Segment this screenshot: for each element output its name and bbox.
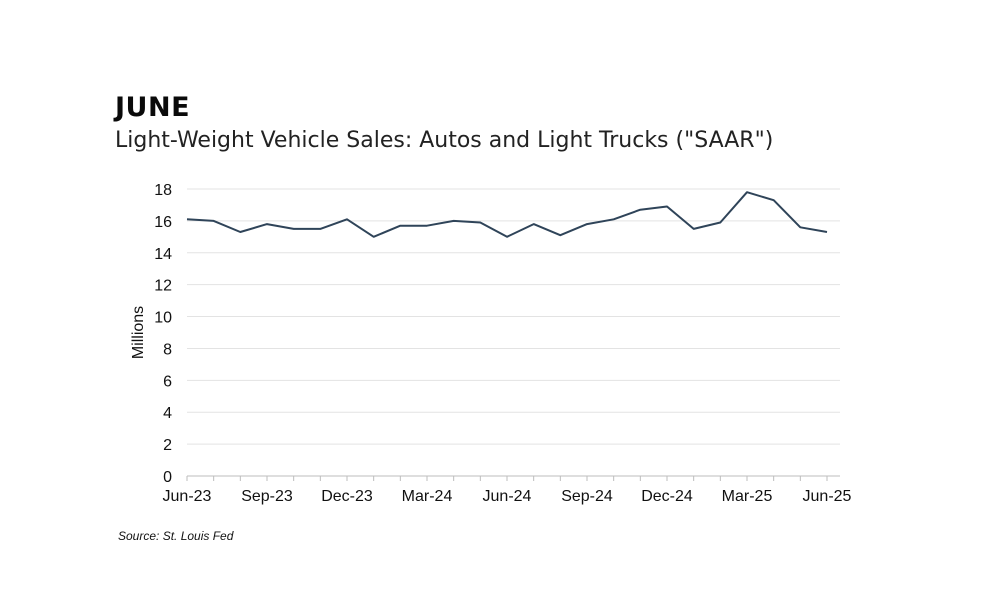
x-tick-label: Jun-25 (803, 488, 852, 505)
data-series (185, 190, 829, 239)
data-point (505, 235, 509, 239)
x-tick-label: Mar-24 (402, 488, 453, 505)
data-point (212, 219, 216, 223)
grid-lines (187, 188, 840, 445)
y-tick-label: 4 (163, 405, 172, 422)
x-tick-label: Jun-23 (163, 488, 212, 505)
chart-heading: JUNE (115, 92, 191, 123)
data-point (372, 235, 376, 239)
x-tick-label: Mar-25 (722, 488, 773, 505)
data-point (772, 198, 776, 202)
x-tick-label: Sep-23 (241, 488, 293, 505)
data-point (718, 220, 722, 224)
data-point (798, 225, 802, 229)
data-point (185, 217, 189, 221)
data-point (238, 230, 242, 234)
y-tick-label: 8 (163, 341, 172, 358)
data-point (292, 227, 296, 231)
data-point (398, 224, 402, 228)
data-point (585, 222, 589, 226)
y-tick-label: 14 (154, 246, 172, 263)
data-point (825, 230, 829, 234)
y-tick-label: 12 (154, 278, 172, 295)
data-point (692, 227, 696, 231)
y-tick-label: 10 (154, 310, 172, 327)
x-tick-label: Dec-24 (641, 488, 693, 505)
axes (186, 475, 840, 481)
data-point (318, 227, 322, 231)
data-point (425, 224, 429, 228)
data-point (745, 190, 749, 194)
data-point (612, 217, 616, 221)
chart-subtitle: Light-Weight Vehicle Sales: Autos and Li… (115, 128, 774, 153)
y-tick-label: 6 (163, 373, 172, 390)
y-tick-label: 0 (163, 469, 172, 486)
x-tick-label: Sep-24 (561, 488, 613, 505)
data-point (478, 220, 482, 224)
y-tick-label: 18 (154, 182, 172, 199)
y-tick-label: 16 (154, 214, 172, 231)
x-tick-label: Jun-24 (483, 488, 532, 505)
series-line (186, 191, 828, 238)
source-note: Source: St. Louis Fed (118, 529, 234, 543)
data-point (638, 208, 642, 212)
x-tick-label: Dec-23 (321, 488, 373, 505)
y-tick-label: 2 (163, 437, 172, 454)
data-point (665, 205, 669, 209)
data-point (345, 217, 349, 221)
data-point (265, 222, 269, 226)
data-point (558, 233, 562, 237)
data-point (452, 219, 456, 223)
data-point (532, 222, 536, 226)
tick-labels: 0 2 4 6 8 10 12 14 16 18 Jun-23 Sep-23 Dec-23 Mar-24 J… (154, 182, 851, 505)
y-axis-title: Millions (130, 306, 147, 359)
